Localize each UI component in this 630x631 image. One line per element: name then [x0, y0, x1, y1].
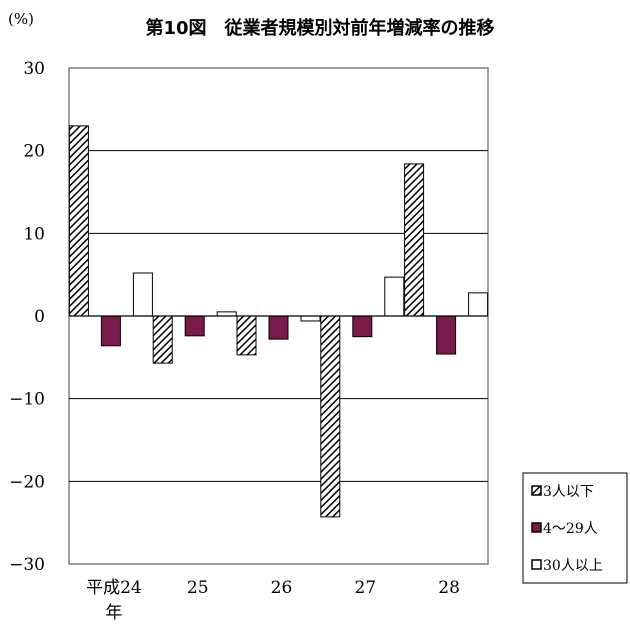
x-tick-label: 26 — [271, 578, 293, 598]
y-tick-label: 30 — [23, 59, 45, 79]
y-tick-label: −30 — [9, 555, 45, 575]
y-tick-label: 20 — [23, 142, 45, 162]
x-tick-label: 年 — [105, 603, 122, 623]
legend-label: 4～29人 — [543, 521, 598, 537]
y-axis-ticks: 30 20 10 0 −10 −20 −30 — [9, 59, 45, 575]
x-tick-label: 平成24 — [86, 578, 142, 598]
bar — [133, 273, 152, 316]
bar — [437, 316, 456, 354]
legend-swatch — [532, 523, 541, 532]
bar — [353, 316, 372, 337]
bar — [269, 316, 288, 339]
bar — [69, 126, 88, 316]
chart-title: 第10図 従業者規模別対前年増減率の推移 — [145, 17, 494, 39]
bar — [301, 316, 320, 321]
bar — [153, 316, 172, 363]
legend-swatch — [532, 560, 541, 569]
y-tick-label: 0 — [34, 307, 45, 327]
bar — [185, 316, 204, 336]
bar — [405, 164, 424, 316]
bar — [385, 277, 404, 316]
x-tick-label: 25 — [187, 578, 209, 598]
y-tick-label: −10 — [9, 390, 45, 410]
legend-label: 3人以下 — [543, 484, 594, 500]
bars — [69, 126, 487, 517]
x-tick-label: 27 — [354, 578, 376, 598]
y-unit-label: (%) — [8, 10, 34, 28]
x-tick-label: 28 — [438, 578, 460, 598]
bar — [469, 293, 488, 316]
y-tick-label: −20 — [9, 472, 45, 492]
bar — [217, 312, 236, 316]
x-axis-ticks: 平成24 年 25 26 27 28 — [86, 578, 460, 623]
bar — [101, 316, 120, 346]
legend-label: 30人以上 — [543, 558, 603, 574]
y-tick-label: 10 — [23, 224, 45, 244]
legend: 3人以下 4～29人 30人以上 — [532, 484, 603, 574]
bar — [237, 316, 256, 355]
legend-swatch — [532, 486, 541, 495]
bar — [321, 316, 340, 517]
